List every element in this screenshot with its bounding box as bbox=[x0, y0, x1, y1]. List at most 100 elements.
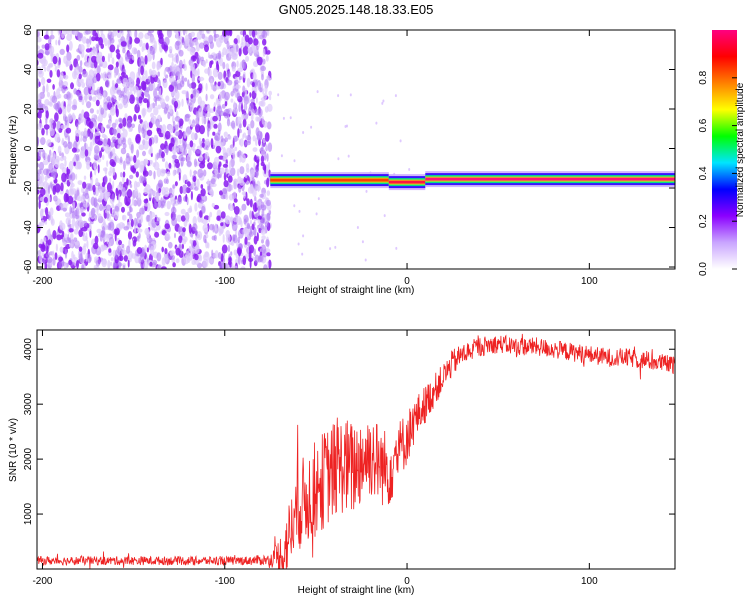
spectrogram-noise-speck bbox=[37, 45, 40, 50]
spectrogram-noise-speck bbox=[231, 221, 238, 232]
spectrogram-noise-speck bbox=[86, 163, 91, 170]
spectrogram-noise-speck bbox=[109, 166, 113, 174]
colorbar-tick-label: 0.4 bbox=[698, 166, 709, 180]
spectrogram-noise-speck bbox=[101, 258, 107, 268]
spectrogram-noise-speck bbox=[121, 96, 124, 104]
spectrogram-noise-speck bbox=[199, 42, 205, 49]
spectrogram-noise-speck bbox=[104, 38, 108, 47]
spectrogram-noise-speck bbox=[183, 63, 187, 71]
spectrogram-noise-speck bbox=[233, 178, 238, 183]
spectrogram-noise-speck bbox=[242, 118, 247, 128]
spectrogram-noise-speck bbox=[256, 130, 263, 140]
spectrogram-noise-speck bbox=[62, 241, 67, 246]
spectrogram-noise-speck bbox=[47, 239, 52, 246]
spectrogram-noise-speck bbox=[243, 71, 246, 79]
spectrogram-noise-speck bbox=[233, 198, 238, 203]
spectrogram-noise-speck bbox=[138, 144, 145, 151]
spectrogram-noise-speck bbox=[44, 175, 48, 181]
spectrogram-noise-speck bbox=[280, 154, 283, 158]
spectrogram-noise-speck bbox=[122, 264, 126, 269]
spectrogram-noise-speck bbox=[52, 250, 55, 259]
spectrogram-noise-speck bbox=[160, 57, 163, 66]
spectrogram-noise-speck bbox=[266, 121, 272, 130]
spectrogram-noise-speck bbox=[196, 178, 200, 188]
spectrogram-noise-speck bbox=[165, 145, 169, 156]
spectrogram-noise-speck bbox=[236, 60, 239, 68]
spectrogram-noise-speck bbox=[174, 116, 181, 122]
spectrogram-noise-speck bbox=[202, 223, 209, 233]
spectrogram-noise-speck bbox=[181, 238, 187, 245]
spectrogram-noise-speck bbox=[199, 125, 205, 135]
spectrogram-noise-speck bbox=[207, 68, 212, 78]
spectrogram-noise-speck bbox=[71, 112, 75, 121]
spectrogram-noise-speck bbox=[61, 84, 66, 94]
spectrogram-noise-speck bbox=[115, 61, 119, 68]
spectrogram-noise-speck bbox=[237, 255, 241, 265]
spectrogram-noise-speck bbox=[214, 250, 219, 259]
spectrogram-noise-speck bbox=[133, 199, 138, 207]
spectrogram-noise-speck bbox=[223, 155, 228, 161]
spectrogram-noise-speck bbox=[58, 39, 61, 46]
spectrogram-noise-speck bbox=[364, 258, 367, 262]
spectrogram-noise-speck bbox=[83, 175, 87, 180]
spectrogram-noise-speck bbox=[196, 231, 203, 241]
spectrogram-noise-speck bbox=[37, 123, 43, 130]
spectrogram-noise-speck bbox=[52, 257, 56, 266]
spectrogram-x-axis: -200 -100 0 100 bbox=[32, 30, 598, 287]
spectrogram-noise-speck bbox=[111, 136, 117, 143]
spectrogram-noise-speck bbox=[87, 185, 91, 191]
spectrogram-noise-speck bbox=[257, 215, 262, 220]
spectrogram-noise-speck bbox=[38, 81, 41, 87]
spectrogram-noise-speck bbox=[217, 122, 222, 132]
spectrogram-noise-speck bbox=[70, 82, 74, 90]
spectrogram-noise-speck bbox=[180, 208, 186, 215]
spectrogram-noise-speck bbox=[56, 234, 62, 241]
spectrogram-noise-speck bbox=[216, 98, 221, 104]
spectrogram-noise-speck bbox=[38, 161, 45, 171]
spectrogram-y-tick-label: -40 bbox=[23, 220, 34, 235]
spectrogram-noise-speck bbox=[218, 50, 222, 60]
spectrogram-noise-speck bbox=[234, 84, 241, 90]
spectrogram-noise-speck bbox=[138, 123, 141, 134]
spectrogram-noise-speck bbox=[69, 63, 73, 71]
spectrogram-noise-speck bbox=[81, 264, 85, 269]
spectrogram-noise-speck bbox=[246, 77, 251, 88]
spectrogram-noise-speck bbox=[94, 131, 101, 136]
spectrogram-noise-speck bbox=[170, 199, 175, 206]
spectrogram-noise-speck bbox=[260, 146, 264, 152]
spectrogram-noise-speck bbox=[175, 247, 181, 256]
spectrogram-noise-speck bbox=[244, 34, 250, 43]
spectrogram-noise-speck bbox=[255, 97, 258, 104]
spectrogram-noise-speck bbox=[87, 57, 90, 66]
spectrogram-noise-speck bbox=[59, 220, 63, 230]
spectrogram-noise-speck bbox=[117, 30, 120, 33]
spectrogram-noise-speck bbox=[219, 262, 225, 269]
spectrogram-noise-speck bbox=[122, 142, 127, 149]
spectrogram-noise-speck bbox=[146, 53, 152, 62]
spectrogram-noise-speck bbox=[237, 247, 242, 257]
spectrogram-noise-speck bbox=[91, 82, 96, 92]
spectrogram-noise-speck bbox=[142, 170, 149, 177]
spectrogram-noise-speck bbox=[48, 184, 51, 195]
spectrogram-noise-speck bbox=[226, 40, 230, 50]
spectrogram-noise-speck bbox=[277, 93, 280, 97]
spectrogram-noise-speck bbox=[92, 184, 96, 193]
spectrogram-noise-speck bbox=[163, 69, 167, 77]
spectrogram-noise-speck bbox=[261, 115, 264, 125]
spectrogram-noise-speck bbox=[224, 101, 228, 107]
spectrogram-noise-speck bbox=[175, 71, 181, 80]
spectrogram-noise-speck bbox=[42, 149, 46, 159]
spectrogram-noise-speck bbox=[197, 68, 200, 77]
spectrogram-noise-speck bbox=[171, 216, 178, 227]
spectrogram-noise-speck bbox=[172, 169, 176, 177]
spectrogram-noise-speck bbox=[365, 189, 368, 193]
spectrogram-noise-speck bbox=[95, 177, 99, 186]
spectrogram-noise-speck bbox=[225, 233, 231, 243]
spectrogram-noise-speck bbox=[160, 203, 164, 209]
spectrogram-noise-speck bbox=[115, 187, 119, 197]
spectrogram-signal-band bbox=[388, 180, 426, 184]
spectrogram-noise-speck bbox=[46, 168, 49, 174]
spectrogram-noise-speck bbox=[213, 30, 217, 35]
spectrogram-noise-speck bbox=[43, 180, 49, 190]
spectrogram-noise-speck bbox=[81, 212, 86, 217]
